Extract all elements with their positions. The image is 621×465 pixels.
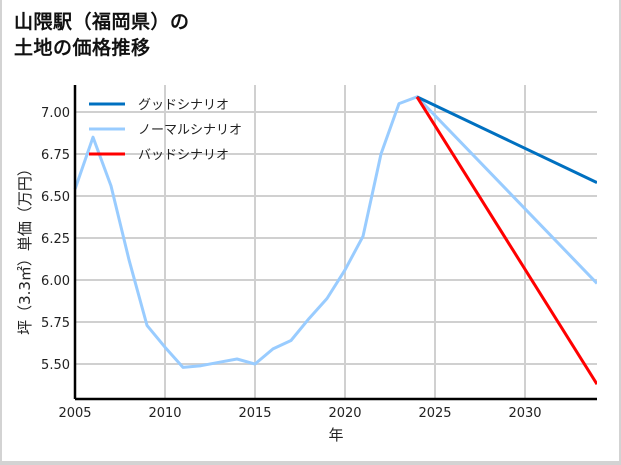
y-tick-label: 6.50: [41, 190, 70, 205]
chart-title-line-1: 山隈駅（福岡県）の: [14, 11, 190, 33]
legend-label: ノーマルシナリオ: [138, 123, 242, 138]
x-tick-label: 2005: [58, 406, 91, 421]
series-line: [416, 95, 598, 184]
x-tick-label: 2010: [148, 406, 181, 421]
x-tick-label: 2020: [328, 406, 361, 421]
y-axis-ticks: 5.50 5.75 6.00 6.25 6.50 6.75 7.00: [41, 106, 70, 373]
legend-label: グッドシナリオ: [138, 98, 229, 113]
series-lines: [73, 95, 599, 385]
series-line: [73, 95, 599, 369]
x-axis-label: 年: [328, 426, 343, 444]
series-line: [415, 96, 599, 385]
axes: [73, 85, 617, 401]
x-tick-label: 2015: [238, 406, 271, 421]
y-tick-label: 5.50: [41, 358, 70, 373]
chart-title-line-2: 土地の価格推移: [14, 37, 151, 59]
x-tick-label: 2030: [508, 406, 541, 421]
legend-label: バッドシナリオ: [138, 148, 229, 163]
chart-title: 山隈駅（福岡県）の 土地の価格推移: [14, 9, 190, 61]
y-tick-label: 7.00: [41, 106, 70, 121]
y-tick-label: 6.00: [41, 274, 70, 289]
y-tick-label: 6.25: [41, 232, 70, 247]
x-axis-ticks: 2005 2010 2015 2020 2025 2030: [58, 406, 541, 421]
y-axis-label: 坪（3.3㎡）単価（万円）: [16, 161, 34, 335]
x-tick-label: 2025: [418, 406, 451, 421]
y-tick-label: 6.75: [41, 148, 70, 163]
y-tick-label: 5.75: [41, 316, 70, 331]
